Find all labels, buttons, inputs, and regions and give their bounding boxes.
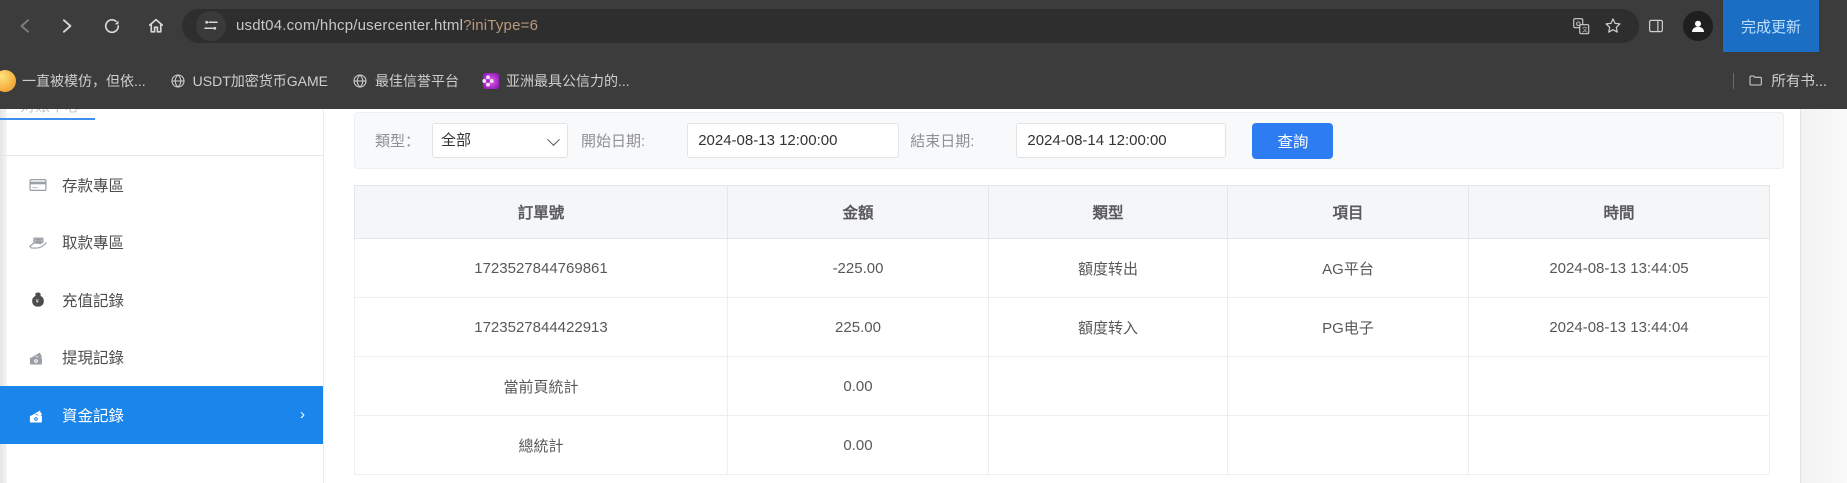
svg-text:¥: ¥ (36, 299, 39, 305)
